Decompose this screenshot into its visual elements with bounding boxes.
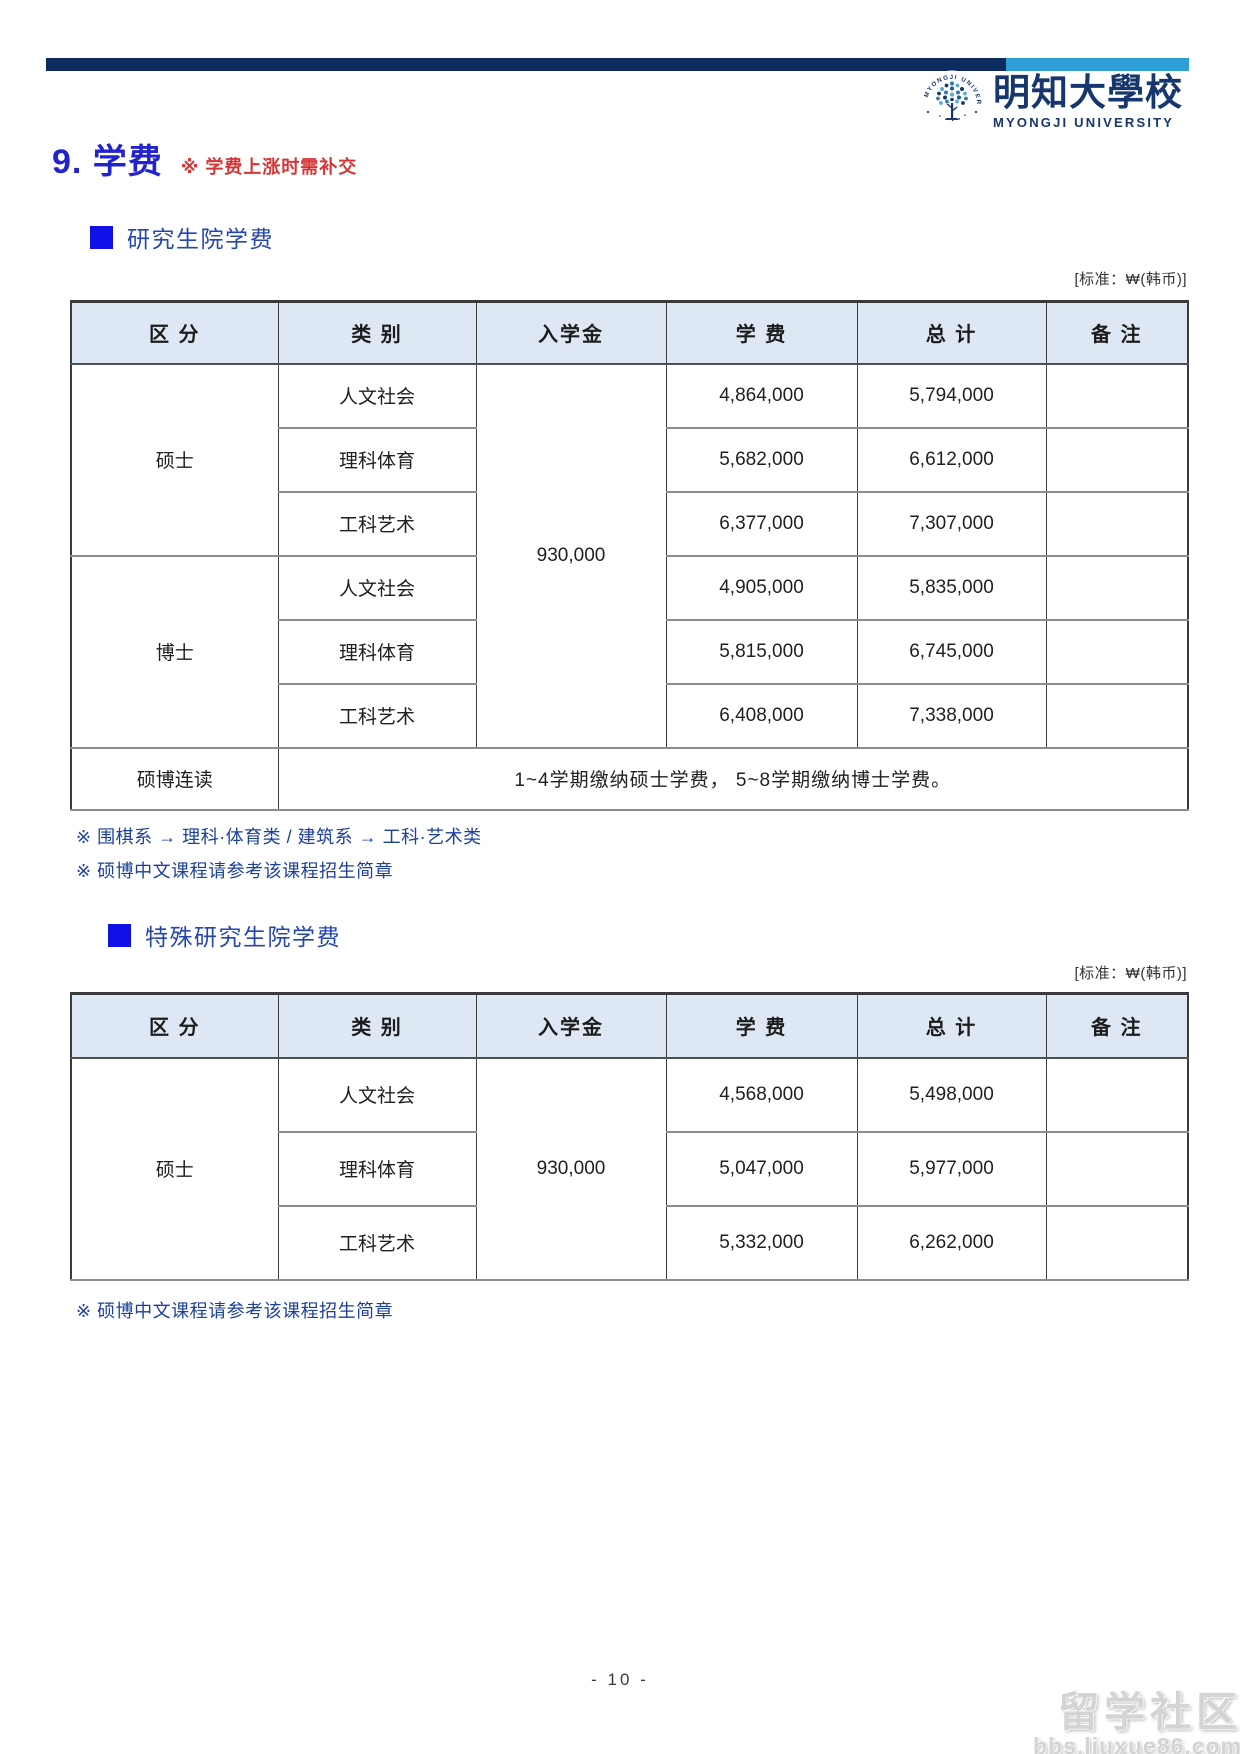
col-header-category: 类 别 — [277, 301, 477, 365]
watermark-url: bbs.liuxue86.com — [1032, 1733, 1240, 1754]
section-heading-label: 特殊研究生院学费 — [145, 924, 341, 950]
tuition-cell: 5,815,000 — [665, 618, 858, 685]
page-number: - 10 - — [591, 1670, 649, 1689]
col-header-category: 类 别 — [277, 993, 477, 1059]
watermark: 留学社区 bbs.liuxue86.com — [1033, 1692, 1240, 1754]
special-tuition-table: 区 分 类 别 入学金 学 费 总 计 备 注 硕士 人文社会 930,000 … — [70, 992, 1189, 1281]
total-cell: 6,612,000 — [856, 426, 1047, 493]
university-seal-icon: MYONGJI UNIVERSITY • • • • • • — [920, 70, 984, 134]
col-header-admission-fee: 入学金 — [475, 993, 667, 1059]
note-line: ※ 硕博中文课程请参考该课程招生简章 — [76, 861, 394, 881]
category-cell: 工科艺术 — [277, 1204, 477, 1281]
table-row: 硕士 人文社会 930,000 4,864,000 5,794,000 — [70, 362, 1189, 749]
currency-standard-note: [标准：₩(韩币)] — [1074, 271, 1187, 288]
table-header-row: 区 分 类 别 入学金 学 费 总 计 备 注 — [70, 993, 1189, 1059]
special-table-notes: ※ 硕博中文课程请参考该课程招生简章 — [76, 1294, 393, 1328]
division-cell-master: 硕士 — [70, 1056, 279, 1281]
category-cell: 人文社会 — [277, 362, 477, 429]
tuition-cell: 4,568,000 — [665, 1056, 858, 1133]
title-row: 9. 学费 ※ 学费上涨时需补交 — [52, 134, 357, 183]
remark-cell — [1045, 554, 1189, 621]
page-title: 9. 学费 — [52, 143, 163, 181]
graduate-table-notes: ※ 围棋系 → 理科·体育类 / 建筑系 → 工科·艺术类 ※ 硕博中文课程请参… — [76, 820, 482, 888]
tuition-cell: 6,408,000 — [665, 682, 858, 749]
table-row: 工科艺术 6,408,000 7,338,000 — [71, 682, 1189, 749]
combined-program-row: 硕博连读 1~4学期缴纳硕士学费， 5~8学期缴纳博士学费。 — [70, 746, 1189, 811]
title-red-note: ※ 学费上涨时需补交 — [180, 157, 358, 177]
remark-cell — [1045, 618, 1189, 685]
tuition-cell: 4,864,000 — [665, 362, 858, 429]
watermark-title: 留学社区 — [1058, 1689, 1240, 1735]
top-bar-dark-segment — [46, 58, 1006, 71]
category-cell: 工科艺术 — [277, 682, 477, 749]
combined-program-text: 1~4学期缴纳硕士学费， 5~8学期缴纳博士学费。 — [277, 746, 1189, 811]
note-line: ※ 硕博中文课程请参考该课程招生简章 — [76, 1301, 394, 1321]
tuition-cell: 5,047,000 — [665, 1130, 858, 1207]
remark-cell — [1045, 1130, 1189, 1207]
graduate-tuition-table: 区 分 类 别 入学金 学 费 总 计 备 注 硕士 人文社会 930,000 … — [70, 300, 1189, 811]
top-divider-bar — [46, 58, 1189, 71]
total-cell: 5,977,000 — [856, 1130, 1047, 1207]
table-row: 硕士 人文社会 930,000 4,568,000 5,498,000 — [70, 1056, 1189, 1281]
remark-cell — [1045, 490, 1189, 557]
col-header-tuition: 学 费 — [665, 301, 858, 365]
division-cell-master: 硕士 — [70, 362, 279, 557]
total-cell: 7,307,000 — [856, 490, 1047, 557]
admission-fee-cell: 930,000 — [475, 1056, 667, 1281]
category-cell: 工科艺术 — [277, 490, 477, 557]
table-header-row: 区 分 类 别 入学金 学 费 总 计 备 注 — [70, 301, 1189, 365]
division-cell-doctor: 博士 — [70, 554, 279, 749]
square-bullet-icon — [108, 923, 131, 947]
table-row: 理科体育 5,815,000 6,745,000 — [71, 618, 1189, 685]
tuition-cell: 5,682,000 — [665, 426, 858, 493]
university-name: 明知大學校 MYONGJI UNIVERSITY — [993, 71, 1183, 131]
remark-cell — [1045, 362, 1189, 429]
note-line: ※ 围棋系 → 理科·体育类 / 建筑系 → 工科·艺术类 — [76, 827, 482, 847]
category-cell: 理科体育 — [277, 426, 477, 493]
total-cell: 5,498,000 — [856, 1056, 1047, 1133]
remark-cell — [1045, 426, 1189, 493]
total-cell: 6,745,000 — [856, 618, 1047, 685]
total-cell: 6,262,000 — [856, 1204, 1047, 1281]
division-cell-combined: 硕博连读 — [70, 746, 279, 811]
table-row: 理科体育 5,682,000 6,612,000 — [71, 426, 1189, 493]
col-header-total: 总 计 — [856, 993, 1047, 1059]
university-logo: MYONGJI UNIVERSITY • • • • • • — [920, 70, 1183, 134]
total-cell: 5,794,000 — [856, 362, 1047, 429]
col-header-remark: 备 注 — [1045, 993, 1189, 1059]
section-heading-special: 特殊研究生院学费 — [108, 918, 341, 952]
admission-fee-cell: 930,000 — [475, 362, 667, 749]
category-cell: 人文社会 — [277, 1056, 477, 1133]
total-cell: 7,338,000 — [856, 682, 1047, 749]
col-header-division: 区 分 — [70, 301, 279, 365]
col-header-remark: 备 注 — [1045, 301, 1189, 365]
tuition-cell: 6,377,000 — [665, 490, 858, 557]
total-cell: 5,835,000 — [856, 554, 1047, 621]
currency-standard-note: [标准：₩(韩币)] — [1074, 965, 1187, 982]
university-name-cn: 明知大學校 — [993, 71, 1183, 113]
remark-cell — [1045, 1204, 1189, 1281]
table-row: 工科艺术 5,332,000 6,262,000 — [71, 1204, 1189, 1281]
category-cell: 理科体育 — [277, 618, 477, 685]
table-row: 理科体育 5,047,000 5,977,000 — [71, 1130, 1189, 1207]
top-bar-light-segment — [1006, 58, 1189, 71]
square-bullet-icon — [90, 225, 113, 249]
col-header-tuition: 学 费 — [665, 993, 858, 1059]
tuition-cell: 5,332,000 — [665, 1204, 858, 1281]
remark-cell — [1045, 682, 1189, 749]
university-name-en: MYONGJI UNIVERSITY — [993, 115, 1175, 131]
col-header-division: 区 分 — [70, 993, 279, 1059]
section-heading-label: 研究生院学费 — [127, 226, 274, 252]
category-cell: 人文社会 — [277, 554, 477, 621]
tuition-cell: 4,905,000 — [665, 554, 858, 621]
remark-cell — [1045, 1056, 1189, 1133]
col-header-admission-fee: 入学金 — [475, 301, 667, 365]
section-heading-graduate: 研究生院学费 — [90, 220, 274, 254]
category-cell: 理科体育 — [277, 1130, 477, 1207]
table-row: 博士 人文社会 4,905,000 5,835,000 — [70, 554, 1189, 749]
col-header-total: 总 计 — [856, 301, 1047, 365]
table-row: 工科艺术 6,377,000 7,307,000 — [71, 490, 1189, 557]
